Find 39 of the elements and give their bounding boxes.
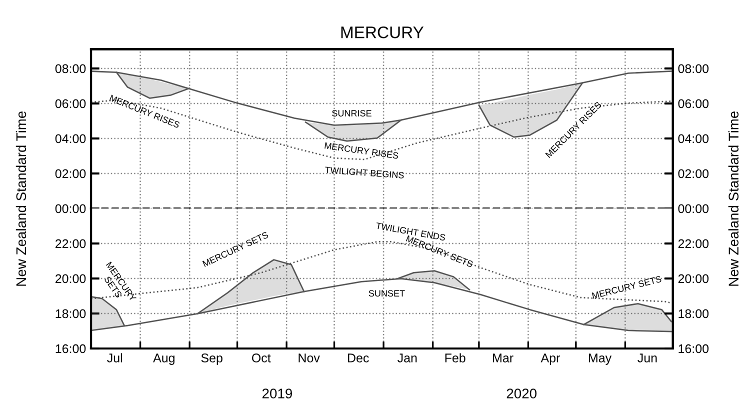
x-tick-label: Aug [153, 354, 174, 365]
y-tick-label: 18:00 [56, 309, 86, 318]
x-tick-label: Jul [107, 353, 122, 362]
x-tick-label: Mar [493, 354, 514, 362]
y2-tick-label: 08:00 [678, 64, 709, 74]
y-tick-label: 00:00 [55, 204, 86, 214]
x-tick-label: Dec [348, 354, 369, 362]
y2-tick-label: 20:00 [678, 274, 709, 284]
x-tick-label: May [588, 354, 612, 365]
y-tick-label: 08:00 [55, 64, 86, 74]
y2-tick-label: 06:00 [678, 99, 709, 108]
x-tick-label: Jan [398, 354, 417, 362]
y2-tick-label: 22:00 [678, 239, 709, 248]
y2-tick-label: 16:00 [678, 344, 709, 354]
x-tick-label: Oct [252, 354, 271, 362]
annotation: MERCURY RISES [324, 142, 399, 159]
y-tick-label: 02:00 [55, 169, 86, 178]
y2-tick-label: 18:00 [678, 309, 709, 318]
text: 2020 [506, 388, 537, 398]
x-tick-label: Apr [540, 354, 560, 365]
y-tick-label: 20:00 [56, 274, 86, 284]
x-tick-label: Sep [201, 354, 222, 365]
annotation: SUNRISE [332, 110, 372, 116]
text: 2019 [262, 388, 292, 398]
y-tick-label: 22:00 [56, 239, 86, 248]
y-axis-title: New Zealand Standard Time [16, 111, 26, 286]
y2-axis-title: New Zealand Standard Time [728, 111, 739, 286]
y2-tick-label: 02:00 [678, 169, 709, 178]
y-tick-label: 16:00 [56, 344, 86, 354]
y-tick-label: 06:00 [55, 99, 86, 108]
x-tick-label: Jun [638, 354, 657, 362]
annotation: SUNSET [368, 290, 405, 297]
annotation: TWILIGHT BEGINS [324, 166, 404, 179]
y2-tick-label: 00:00 [678, 204, 709, 214]
x-tick-label: Feb [445, 353, 466, 362]
y-tick-label: 04:00 [55, 134, 86, 144]
chart-title: MERCURY [341, 26, 424, 38]
x-tick-label: Nov [298, 354, 320, 362]
y2-tick-label: 04:00 [678, 134, 709, 144]
